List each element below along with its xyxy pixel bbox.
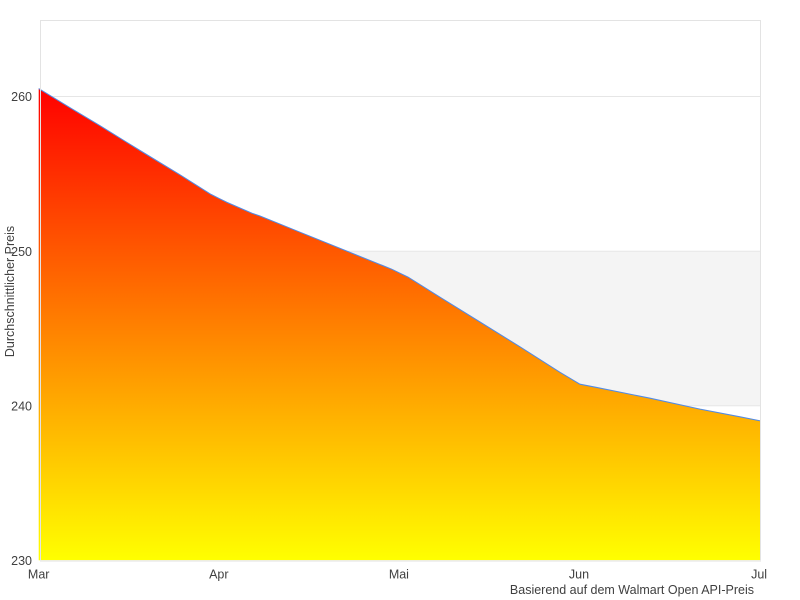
svg-text:240: 240 <box>11 399 32 413</box>
svg-text:Basierend auf dem Walmart Open: Basierend auf dem Walmart Open API-Preis <box>510 583 754 597</box>
svg-text:250: 250 <box>11 245 32 259</box>
svg-text:Durchschnittlicher Preis: Durchschnittlicher Preis <box>3 226 17 357</box>
svg-text:Jul: Jul <box>751 568 767 582</box>
svg-text:Apr: Apr <box>209 568 228 582</box>
svg-text:Mai: Mai <box>389 568 409 582</box>
svg-text:Jun: Jun <box>569 568 589 582</box>
svg-text:260: 260 <box>11 90 32 104</box>
svg-text:230: 230 <box>11 554 32 568</box>
svg-text:Mar: Mar <box>28 568 50 582</box>
